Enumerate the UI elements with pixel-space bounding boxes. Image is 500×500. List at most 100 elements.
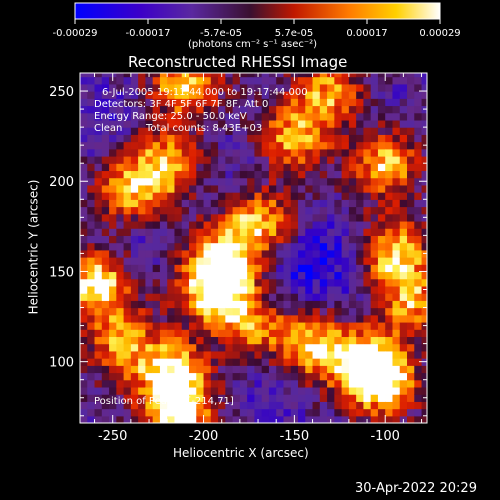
heatmap-cell — [94, 206, 103, 215]
heatmap-cell — [189, 249, 197, 258]
heatmap-cell — [348, 76, 357, 85]
heatmap-cell — [392, 358, 401, 366]
heatmap-cell — [319, 73, 328, 78]
heatmap-cell — [145, 300, 154, 309]
heatmap-cell — [370, 372, 379, 381]
heatmap-cell — [210, 177, 219, 186]
heatmap-cell — [145, 127, 154, 135]
heatmap-cell — [319, 177, 328, 186]
peak-position-label: Position of Peak = [-214,71] — [94, 396, 234, 407]
heatmap-cell — [414, 148, 423, 157]
heatmap-cell — [268, 235, 277, 244]
heatmap-cell — [363, 379, 372, 388]
heatmap-cell — [196, 235, 205, 244]
heatmap-cell — [138, 91, 147, 99]
heatmap-cell — [276, 350, 285, 359]
heatmap-cell — [377, 249, 386, 258]
heatmap-cell — [109, 177, 117, 186]
heatmap-cell — [196, 293, 205, 301]
heatmap-cell — [130, 242, 139, 251]
heatmap-cell — [363, 213, 372, 222]
heatmap-cell — [421, 73, 427, 78]
heatmap-cell — [399, 91, 408, 99]
heatmap-cell — [319, 314, 328, 323]
heatmap-cell — [341, 83, 350, 92]
heatmap-cell — [247, 163, 256, 172]
heatmap-cell — [290, 134, 299, 143]
heatmap-cell — [319, 199, 328, 208]
heatmap-cell — [334, 300, 343, 309]
heatmap-cell — [407, 83, 415, 92]
heatmap-cell — [414, 257, 423, 265]
heatmap-cell — [152, 228, 161, 236]
heatmap-cell — [167, 228, 176, 236]
heatmap-cell — [239, 235, 248, 244]
heatmap-cell — [225, 321, 234, 330]
heatmap-cell — [145, 314, 154, 323]
heatmap-cell — [254, 358, 263, 366]
heatmap-cell — [421, 343, 427, 352]
heatmap-cell — [159, 170, 168, 179]
heatmap-cell — [232, 408, 241, 417]
heatmap-cell — [341, 379, 350, 388]
heatmap-cell — [239, 350, 248, 359]
heatmap-cell — [319, 163, 328, 172]
heatmap-cell — [203, 184, 212, 193]
heatmap-cell — [341, 329, 350, 338]
heatmap-cell — [341, 119, 350, 128]
heatmap-cell — [254, 350, 263, 359]
heatmap-cell — [130, 386, 139, 395]
heatmap-cell — [268, 278, 277, 287]
heatmap-cell — [421, 257, 427, 265]
heatmap-cell — [334, 170, 343, 179]
heatmap-cell — [414, 372, 423, 381]
heatmap-cell — [283, 379, 292, 388]
heatmap-cell — [283, 91, 292, 99]
heatmap-cell — [116, 386, 125, 395]
heatmap-cell — [167, 155, 176, 164]
heatmap-cell — [392, 307, 401, 316]
heatmap-cell — [348, 278, 357, 287]
heatmap-cell — [356, 119, 365, 128]
heatmap-cell — [261, 184, 270, 193]
heatmap-cell — [290, 83, 299, 92]
heatmap-cell — [283, 285, 292, 294]
heatmap-cell — [421, 228, 427, 236]
heatmap-cell — [283, 365, 292, 374]
heatmap-cell — [232, 249, 241, 258]
heatmap-cell — [283, 199, 292, 208]
heatmap-cell — [174, 386, 183, 395]
heatmap-cell — [101, 394, 110, 402]
heatmap-cell — [407, 170, 415, 179]
heatmap-cell — [385, 394, 394, 402]
heatmap-cell — [167, 192, 176, 200]
heatmap-cell — [94, 141, 103, 150]
heatmap-cell — [152, 293, 161, 301]
heatmap-cell — [421, 271, 427, 280]
heatmap-cell — [407, 249, 415, 258]
heatmap-cell — [210, 358, 219, 366]
heatmap-cell — [312, 249, 321, 258]
heatmap-cell — [290, 343, 299, 352]
heatmap-cell — [305, 401, 314, 410]
heatmap-cell — [305, 112, 314, 121]
heatmap-cell — [123, 386, 132, 395]
heatmap-cell — [101, 386, 110, 395]
heatmap-cell — [247, 155, 256, 164]
heatmap-cell — [312, 307, 321, 316]
heatmap-cell — [145, 257, 154, 265]
heatmap-cell — [87, 170, 96, 179]
heatmap-cell — [377, 98, 386, 107]
heatmap-cell — [377, 127, 386, 135]
colorbar-tick-label: 5.7e-05 — [275, 28, 313, 39]
heatmap-cell — [377, 220, 386, 229]
heatmap-cell — [94, 127, 103, 135]
heatmap-cell — [174, 177, 183, 186]
heatmap-cell — [414, 105, 423, 114]
heatmap-cell — [138, 177, 147, 186]
heatmap-cell — [116, 177, 125, 186]
heatmap-cell — [247, 358, 256, 366]
heatmap-cell — [87, 220, 96, 229]
heatmap-cell — [225, 192, 234, 200]
heatmap-cell — [363, 112, 372, 121]
